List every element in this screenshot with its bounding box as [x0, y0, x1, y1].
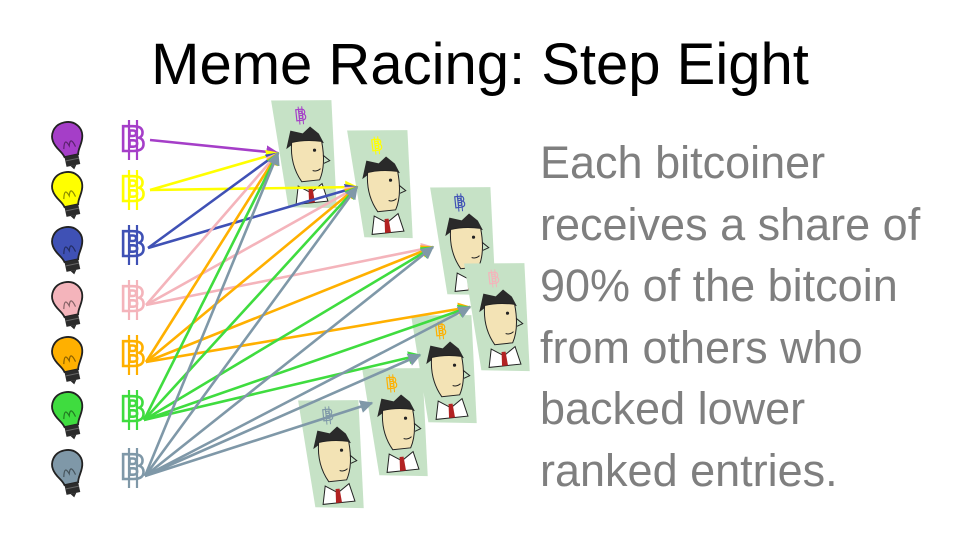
bitcoin-icon: B	[385, 373, 400, 393]
backer-row: B	[51, 119, 148, 170]
flow-arrow	[145, 245, 435, 364]
flow-arrow	[142, 151, 280, 421]
svg-text:B: B	[321, 406, 334, 425]
flow-arrow	[145, 185, 359, 307]
svg-text:B: B	[120, 448, 146, 488]
backer-row: B	[51, 447, 148, 498]
flow-arrow	[145, 152, 279, 306]
lightbulb-icon	[51, 226, 84, 275]
svg-text:B: B	[120, 170, 146, 210]
lightbulb-icon	[51, 336, 84, 385]
bitcoiner-portrait-icon	[313, 426, 358, 505]
entry-card: B	[411, 315, 477, 424]
body-line: receives a share of	[540, 198, 921, 250]
bitcoin-icon: B	[119, 447, 148, 490]
svg-text:B: B	[120, 120, 146, 160]
flow-arrow	[144, 353, 422, 478]
bitcoin-icon: B	[119, 169, 148, 212]
body-line: from others who	[540, 321, 863, 373]
bitcoin-icon: B	[119, 389, 148, 432]
bitcoin-icon: B	[119, 279, 148, 322]
bitcoin-icon: B	[487, 268, 502, 288]
entry-card: B	[464, 263, 530, 372]
entry-card: B	[271, 100, 337, 209]
svg-text:B: B	[120, 335, 146, 375]
lightbulb-icon	[51, 449, 84, 498]
flow-arrow	[145, 185, 359, 364]
entry-card: B	[362, 368, 428, 477]
svg-text:B: B	[120, 390, 146, 430]
svg-text:B: B	[487, 269, 500, 288]
flow-arrow	[149, 180, 359, 194]
flow-arrow	[145, 242, 435, 307]
bitcoiner-portrait-icon	[479, 289, 524, 368]
backer-row: B	[51, 224, 148, 275]
bitcoiner-portrait-icon	[426, 341, 471, 420]
flow-arrow	[143, 185, 359, 477]
entry-card: B	[298, 400, 364, 509]
bitcoin-icon: B	[119, 334, 148, 377]
flow-arrow	[143, 151, 280, 477]
bitcoin-icon: B	[294, 105, 309, 125]
flow-arrow	[149, 138, 280, 159]
flow-arrow	[143, 351, 422, 422]
body-line: backed lower	[540, 383, 806, 434]
backer-row: B	[51, 334, 148, 385]
slide-body-text: Each bitcoiner receives a share of 90% o…	[540, 132, 960, 501]
backer-row: B	[51, 169, 148, 220]
flow-arrow	[144, 151, 280, 363]
lightbulb-icon	[51, 281, 84, 330]
backer-row: B	[51, 279, 148, 330]
bitcoin-icon: B	[119, 119, 148, 162]
flow-arrow	[144, 305, 472, 478]
flow-arrows	[142, 138, 472, 478]
bitcoin-icon: B	[370, 135, 385, 155]
svg-text:B: B	[294, 106, 307, 125]
flow-arrow	[145, 302, 472, 364]
flow-arrow	[144, 400, 374, 478]
lightbulb-icon	[51, 121, 84, 170]
backer-row: B	[51, 389, 148, 440]
flow-arrow	[147, 151, 280, 250]
flow-arrow	[143, 245, 435, 422]
svg-text:B: B	[453, 193, 466, 212]
svg-text:B: B	[370, 136, 383, 155]
bitcoin-icon: B	[119, 224, 148, 267]
body-line: ranked entries.	[540, 444, 838, 496]
flow-arrow	[144, 245, 435, 478]
bitcoiner-portrait-icon	[362, 156, 407, 235]
flow-arrow	[143, 186, 358, 421]
slide-title: Meme Racing: Step Eight	[151, 32, 809, 97]
lightbulb-icon	[51, 391, 84, 440]
lightbulb-icon	[51, 171, 84, 220]
flow-arrow	[149, 150, 280, 192]
bitcoin-icon: B	[453, 192, 468, 212]
bitcoin-icon: B	[321, 405, 336, 425]
svg-text:B: B	[120, 280, 146, 320]
svg-text:B: B	[385, 374, 398, 393]
svg-text:B: B	[120, 225, 146, 265]
entry-card: B	[347, 130, 413, 239]
body-line: 90% of the bitcoin	[540, 260, 898, 311]
bitcoiner-portrait-icon	[377, 394, 422, 473]
body-line: Each bitcoiner	[540, 137, 826, 188]
